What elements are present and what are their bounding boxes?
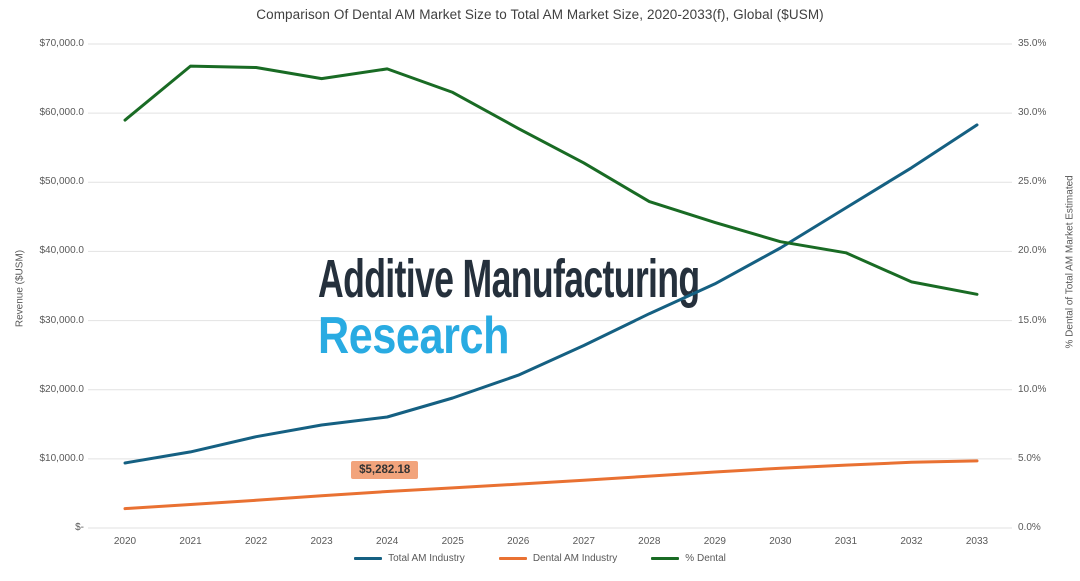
x-tick-label: 2026	[507, 536, 530, 547]
y-tick-label: 25.0%	[1018, 176, 1047, 188]
legend: Total AM Industry Dental AM Industry % Den…	[0, 553, 1080, 564]
legend-item-total-am-industry: Total AM Industry	[354, 553, 465, 564]
x-tick-label: 2030	[769, 536, 792, 547]
x-tick-label: 2023	[310, 536, 333, 547]
x-tick-label: 2027	[572, 536, 595, 547]
y-tick-label: 5.0%	[1018, 452, 1041, 464]
chart-title: Comparison Of Dental AM Market Size to T…	[256, 7, 824, 22]
x-tick-label: 2029	[703, 536, 726, 547]
series-line-dental-am-industry	[123, 459, 979, 511]
legend-label: % Dental	[685, 553, 726, 564]
y-tick-label: $70,000.0	[39, 38, 85, 49]
x-tick-label: 2033	[965, 536, 989, 547]
watermark-line2: Research	[318, 307, 510, 365]
y-tick-label: $60,000.0	[39, 107, 85, 119]
x-tick-label: 2032	[900, 536, 923, 547]
series-line--dental	[123, 64, 979, 296]
y-tick-label: 10.0%	[1018, 383, 1047, 395]
y-tick-label: 0.0%	[1018, 522, 1041, 533]
legend-label: Dental AM Industry	[532, 553, 618, 564]
y-tick-label: 35.0%	[1018, 38, 1047, 49]
x-tick-label: 2025	[441, 536, 464, 547]
y-tick-label: 20.0%	[1018, 245, 1047, 257]
y-tick-label: $10,000.0	[39, 452, 85, 464]
y-tick-label: $50,000.0	[39, 176, 85, 188]
legend-item-dental-am-industry: Dental AM Industry	[498, 553, 618, 564]
y-tick-label: 30.0%	[1018, 107, 1047, 119]
watermark-logo: Additive Manufacturing Research	[318, 252, 896, 362]
y-tick-label: $20,000.0	[39, 383, 85, 395]
x-tick-label: 2021	[179, 536, 202, 547]
legend-line-swatch	[651, 557, 680, 560]
x-tick-label: 2031	[834, 536, 858, 547]
y-tick-label: $-	[75, 522, 84, 533]
y-tick-label: $30,000.0	[39, 314, 85, 326]
legend-line-swatch	[354, 557, 383, 560]
y-tick-label: 15.0%	[1018, 314, 1047, 326]
y-tick-label: $40,000.0	[39, 245, 85, 257]
watermark-line1: Additive Manufacturing	[318, 249, 700, 309]
x-tick-label: 2028	[638, 536, 661, 547]
series-line-total-am-industry	[123, 123, 979, 465]
legend-label: Total AM Industry	[388, 553, 465, 564]
legend-item--dental: % Dental	[651, 553, 726, 564]
x-tick-label: 2022	[244, 536, 268, 547]
legend-line-swatch	[498, 557, 527, 560]
x-tick-label: 2024	[376, 536, 399, 547]
data-label-2024: $5,282.18	[351, 461, 419, 479]
x-tick-label: 2020	[113, 536, 137, 547]
